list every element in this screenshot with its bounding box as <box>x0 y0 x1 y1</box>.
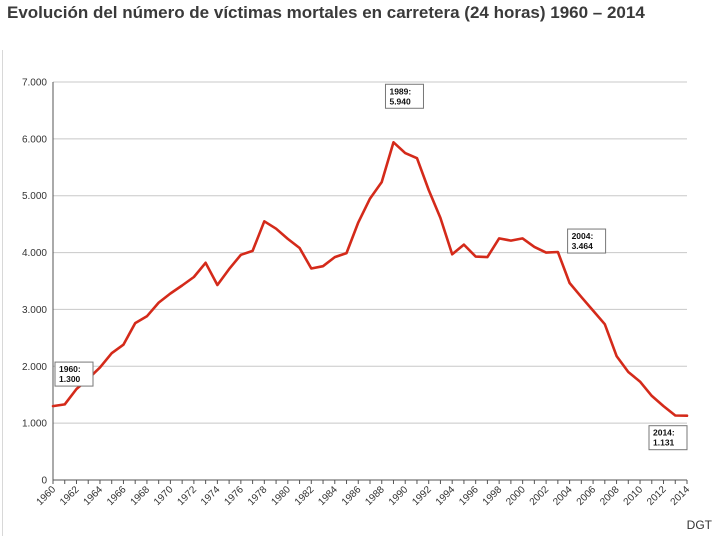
annotations: 1960:1.300 1989:5.940 2004:3.464 2014:1.131 <box>54 83 688 451</box>
y-tick-label: 6.000 <box>22 134 47 145</box>
x-tick-label: 1980 <box>269 484 293 508</box>
chart-frame: 0 1.000 2.000 3.000 4.000 5.000 6.000 7.000 196… <box>2 50 719 536</box>
x-tick-label: 1990 <box>387 484 411 508</box>
annotation-box <box>384 83 424 109</box>
x-tick-label: 2014 <box>669 484 693 508</box>
x-tick-label: 1974 <box>199 484 223 508</box>
x-tick-label: 2002 <box>528 484 552 508</box>
x-tick-label: 1994 <box>434 484 458 508</box>
annotation-label: 1.300 <box>59 374 81 384</box>
annotation-label: 2004: <box>572 231 594 241</box>
y-tick-label: 2.000 <box>22 362 47 373</box>
annotation-box <box>567 228 607 254</box>
annotation-label: 1989: <box>389 86 411 96</box>
x-tick-label: 1968 <box>129 484 153 508</box>
x-tick-label: 1982 <box>293 484 317 508</box>
series-line <box>51 141 689 418</box>
annotation-box <box>54 361 94 387</box>
x-tick-label: 1964 <box>82 484 106 508</box>
y-tick-label: 1.000 <box>22 419 47 430</box>
annotation-label: 2014: <box>653 428 675 438</box>
annotation-box <box>648 425 688 451</box>
x-tick-label: 2008 <box>598 484 622 508</box>
x-tick-label: 1988 <box>363 484 387 508</box>
x-tick-label: 1960 <box>35 484 59 508</box>
x-tick-label: 1986 <box>340 484 364 508</box>
x-tick-label: 1996 <box>457 484 481 508</box>
x-tick-label: 1966 <box>105 484 129 508</box>
y-tick-label: 4.000 <box>22 248 47 259</box>
source-label: DGT <box>686 518 712 532</box>
chart-title: Evolución del número de víctimas mortale… <box>7 3 645 22</box>
axes <box>52 82 688 484</box>
x-tick-label: 2006 <box>575 484 599 508</box>
y-tick-label: 7.000 <box>22 78 47 89</box>
x-tick-label: 1962 <box>58 484 82 508</box>
x-tick-label: 1972 <box>175 484 199 508</box>
x-tick-label: 2004 <box>551 484 575 508</box>
y-tick-label: 5.000 <box>22 191 47 202</box>
annotation-label: 1960: <box>59 364 81 374</box>
y-tick-labels: 0 1.000 2.000 3.000 4.000 5.000 6.000 7.000 <box>22 78 47 487</box>
x-tick-label: 2010 <box>622 484 646 508</box>
x-tick-label: 1984 <box>316 484 340 508</box>
annotation-label: 5.940 <box>389 96 411 106</box>
annotation-label: 3.464 <box>572 241 594 251</box>
x-tick-label: 1998 <box>481 484 505 508</box>
x-tick-label: 2000 <box>504 484 528 508</box>
grid-lines <box>53 81 687 424</box>
y-tick-label: 0 <box>41 476 47 487</box>
annotation-label: 1.131 <box>653 438 675 448</box>
series-line-path <box>51 141 689 418</box>
x-tick-label: 1992 <box>410 484 434 508</box>
y-tick-label: 3.000 <box>22 305 47 316</box>
x-tick-label: 1970 <box>152 484 176 508</box>
x-tick-label: 1976 <box>222 484 246 508</box>
chart-canvas: 0 1.000 2.000 3.000 4.000 5.000 6.000 7.000 196… <box>22 78 693 508</box>
x-tick-label: 1978 <box>246 484 270 508</box>
x-tick-labels: 1960 1962 1964 1966 1968 1970 1972 1974 1976 1978… <box>35 484 693 508</box>
x-tick-label: 2012 <box>645 484 669 508</box>
